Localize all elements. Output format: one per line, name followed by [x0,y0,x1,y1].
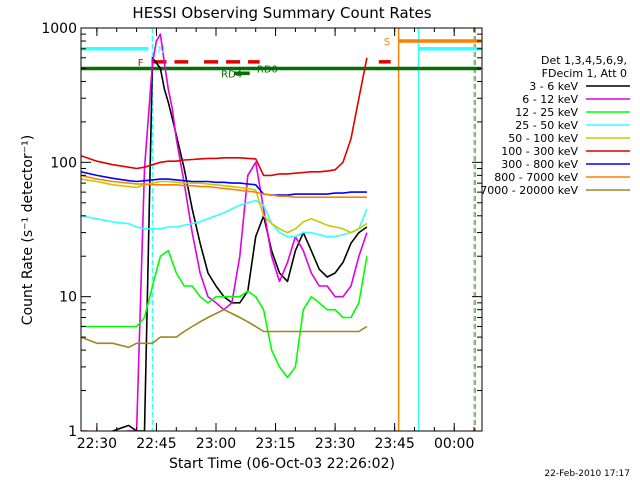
series-line-7 [81,171,367,196]
series-line-8 [81,174,367,198]
plot-frame [80,27,483,432]
legend: Det 1,3,4,5,6,9,FDecim 1, Att 03 - 6 keV… [480,54,630,197]
y-tick-label-4: 1000 [41,21,77,37]
series-line-3 [81,249,368,379]
legend-label-8: 800 - 7000 keV [494,171,578,184]
flag-label-5: RD4 [221,69,242,80]
legend-header-2: FDecim 1, Att 0 [542,67,627,80]
footer-timestamp: 22-Feb-2010 17:17 [544,469,630,479]
y-axis-label: Count Rate (s⁻¹ detector⁻¹) [20,135,36,325]
x-axis-label: Start Time (06-Oct-03 22:26:02) [169,456,395,472]
vertical-markers [151,28,477,431]
axes: 22:30 22:45 23:00 23:15 23:30 23:45 00:00 1 10 10… [41,21,482,452]
x-tick-label-2: 22:45 [136,436,176,452]
x-tick-label-7: 00:00 [434,436,474,452]
flag-bars [81,39,481,76]
x-tick-label-3: 23:00 [196,436,236,452]
y-tick-label-2: 10 [59,290,77,306]
flag-labels: F N S RD0 RD4 [138,37,391,80]
series-line-6 [81,57,368,177]
flag-label-3: S [384,37,390,48]
y-tick-label-1: 1 [68,424,77,440]
y-tick-label-3: 100 [50,155,77,171]
legend-label-3: 12 - 25 keV [515,106,578,119]
legend-label-4: 25 - 50 keV [515,119,578,132]
legend-label-9: 7000 - 20000 keV [480,184,578,197]
chart-title: HESSI Observing Summary Count Rates [132,4,431,22]
series-lines [81,33,368,431]
x-tick-label-1: 22:30 [77,436,117,452]
x-tick-label-4: 23:15 [255,436,295,452]
x-tick-label-6: 23:45 [374,436,414,452]
legend-label-5: 50 - 100 keV [508,132,578,145]
legend-header-1: Det 1,3,4,5,6,9, [541,54,627,67]
legend-label-6: 100 - 300 keV [501,145,578,158]
legend-label-1: 3 - 6 keV [529,80,578,93]
flag-label-1: F [138,58,144,69]
legend-label-2: 6 - 12 keV [522,93,578,106]
legend-label-7: 300 - 800 keV [501,158,578,171]
series-line-4 [81,199,368,238]
flag-label-4: RD0 [257,64,278,75]
series-line-1 [110,56,368,431]
series-line-5 [81,178,368,234]
flag-label-2: N [158,45,165,56]
series-line-9 [81,308,368,349]
series-line-2 [81,33,368,431]
x-tick-label-5: 23:30 [315,436,355,452]
